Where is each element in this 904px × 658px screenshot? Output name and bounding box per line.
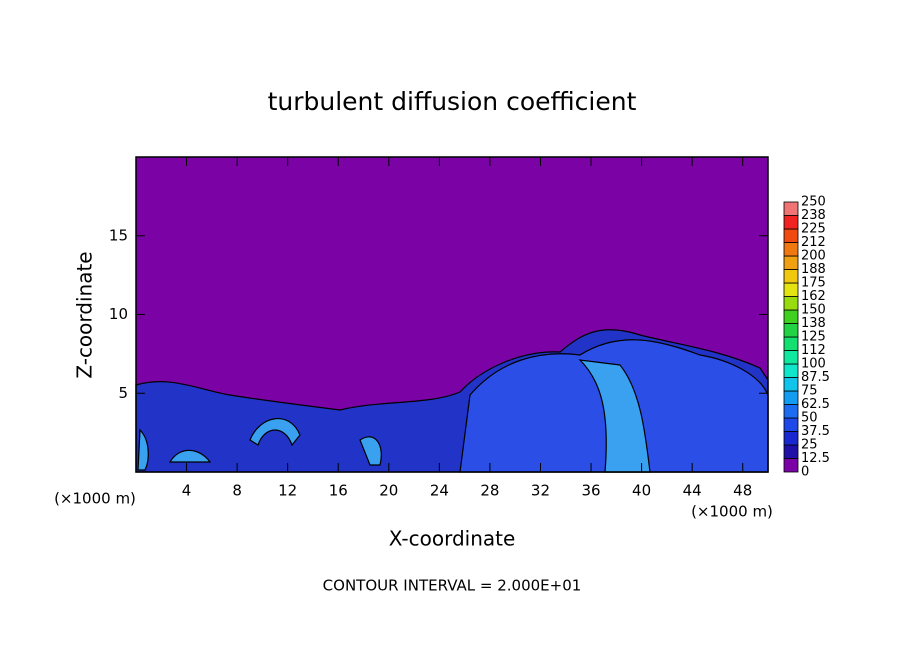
- field-features: [135, 329, 769, 473]
- colorbar-label: 225: [801, 222, 826, 237]
- x-tick-label: 20: [379, 482, 398, 500]
- colorbar-label: 75: [801, 384, 818, 399]
- colorbar-label: 87.5: [801, 370, 830, 385]
- x-tick-label: 12: [278, 482, 297, 500]
- colorbar-band: [783, 377, 799, 392]
- colorbar-label: 100: [801, 357, 826, 372]
- colorbar-label: 25: [801, 438, 818, 453]
- colorbar-band: [783, 363, 799, 378]
- x-tick-label: 40: [632, 482, 651, 500]
- colorbar-band: [783, 336, 799, 351]
- colorbar-band: [783, 296, 799, 311]
- colorbar-label: 0: [801, 465, 809, 480]
- colorbar-band: [783, 417, 799, 432]
- x-tick-label: 8: [232, 482, 242, 500]
- colorbar-band: [783, 323, 799, 338]
- colorbar-band: [783, 201, 799, 216]
- colorbar-label: 37.5: [801, 424, 830, 439]
- colorbar-label: 12.5: [801, 451, 830, 466]
- colorbar-band: [783, 444, 799, 459]
- colorbar-label: 150: [801, 303, 826, 318]
- x-tick-label: 36: [581, 482, 600, 500]
- contour-interval: CONTOUR INTERVAL = 2.000E+01: [323, 577, 582, 595]
- colorbar-band: [783, 404, 799, 419]
- colorbar-label: 175: [801, 276, 826, 291]
- colorbar-label: 238: [801, 208, 826, 223]
- colorbar-label: 138: [801, 316, 826, 331]
- x-tick-label: 28: [480, 482, 499, 500]
- colorbar-label: 50: [801, 411, 818, 426]
- x-tick-label: 16: [329, 482, 348, 500]
- x-tick-label: 24: [430, 482, 449, 500]
- colorbar-label: 62.5: [801, 397, 830, 412]
- x-tick-label: 32: [531, 482, 550, 500]
- colorbar-band: [783, 390, 799, 405]
- colorbar-band: [783, 242, 799, 257]
- colorbar-label: 125: [801, 330, 826, 345]
- y-tick-label: 10: [109, 305, 128, 323]
- colorbar-band: [783, 309, 799, 324]
- colorbar-band: [783, 282, 799, 297]
- colorbar-label: 250: [801, 195, 826, 210]
- colorbar-band: [783, 255, 799, 270]
- colorbar-band: [783, 269, 799, 284]
- x-unit-label: (×1000 m): [691, 503, 773, 521]
- chart-title: turbulent diffusion coefficient: [268, 87, 637, 116]
- colorbar-band: [783, 228, 799, 243]
- colorbar-label: 188: [801, 262, 826, 277]
- colorbar-band: [783, 350, 799, 365]
- colorbar-band: [783, 431, 799, 446]
- colorbar-band: [783, 458, 799, 473]
- colorbar-band: [783, 215, 799, 230]
- y-axis-label: Z-coordinate: [73, 251, 97, 378]
- colorbar-label: 212: [801, 235, 826, 250]
- x-tick-label: 4: [182, 482, 192, 500]
- colorbar-label: 162: [801, 289, 826, 304]
- y-tick-label: 5: [118, 384, 128, 402]
- x-axis-label: X-coordinate: [389, 527, 516, 551]
- colorbar-label: 112: [801, 343, 826, 358]
- x-unit-label: (×1000 m): [54, 490, 136, 508]
- x-tick-label: 48: [733, 482, 752, 500]
- y-tick-label: 15: [109, 226, 128, 244]
- colorbar-label: 200: [801, 249, 826, 264]
- x-tick-label: 44: [683, 482, 702, 500]
